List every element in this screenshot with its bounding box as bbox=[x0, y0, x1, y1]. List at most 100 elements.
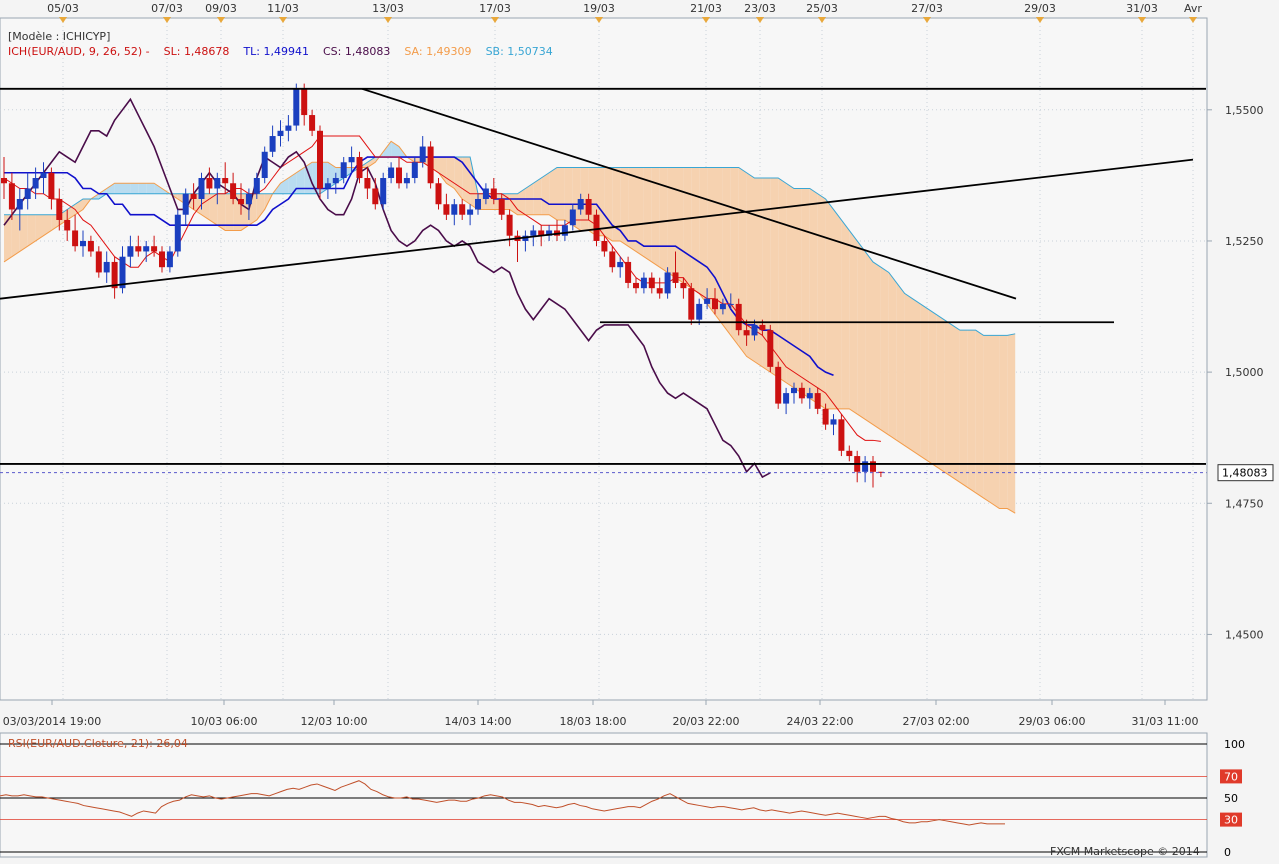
cloud-segment bbox=[225, 193, 234, 231]
candle-body bbox=[767, 330, 774, 367]
candle-body bbox=[814, 393, 821, 409]
candle-body bbox=[206, 178, 213, 189]
candle-body bbox=[585, 198, 592, 215]
cloud-segment bbox=[643, 167, 652, 262]
date-marker-icon bbox=[1189, 17, 1197, 23]
date-marker-icon bbox=[1036, 17, 1044, 23]
tl-value: TL: 1,49941 bbox=[243, 45, 309, 58]
candle-body bbox=[293, 88, 300, 126]
candle-body bbox=[712, 298, 718, 310]
candle-body bbox=[459, 204, 466, 215]
bottom-date-label: 24/03 22:00 bbox=[787, 715, 854, 728]
cloud-segment bbox=[533, 178, 542, 215]
candle-body bbox=[238, 198, 244, 205]
cloud-segment bbox=[794, 188, 802, 394]
cloud-segment bbox=[857, 240, 866, 420]
current-price-flag bbox=[1217, 464, 1274, 482]
cloud-segment bbox=[896, 282, 905, 446]
candle-body bbox=[862, 461, 869, 472]
candle-body bbox=[435, 183, 442, 205]
rsi-level-flag bbox=[1220, 812, 1242, 827]
cloud-segment bbox=[35, 214, 44, 241]
candle-body bbox=[261, 151, 268, 179]
cloud-segment bbox=[722, 167, 731, 336]
candle-body bbox=[870, 461, 876, 472]
bottom-date-label: 27/03 02:00 bbox=[903, 715, 970, 728]
cloud-segment bbox=[549, 167, 557, 220]
price-plot-area bbox=[0, 17, 1208, 701]
date-marker-icon bbox=[279, 17, 287, 23]
candle-body bbox=[775, 366, 782, 404]
cloud-segment bbox=[770, 178, 779, 378]
bottom-date-label: 12/03 10:00 bbox=[301, 715, 368, 728]
candle-body bbox=[151, 246, 158, 252]
candle-body bbox=[190, 193, 197, 199]
cloud-segment bbox=[130, 183, 139, 194]
cloud-segment bbox=[636, 167, 644, 257]
date-marker-icon bbox=[384, 17, 392, 23]
candle-body bbox=[538, 230, 545, 236]
cloud-segment bbox=[557, 167, 565, 220]
cloud-segment bbox=[888, 272, 897, 441]
cloud-segment bbox=[541, 172, 550, 215]
rsi-level-label: 70 bbox=[1224, 770, 1238, 783]
candle-body bbox=[1, 178, 7, 184]
candle-body bbox=[40, 172, 47, 179]
cloud-segment bbox=[920, 303, 929, 462]
ichimoku-legend: ICH(EUR/AUD, 9, 26, 52) - SL: 1,48678 TL… bbox=[8, 45, 553, 58]
candle-body bbox=[751, 324, 758, 336]
candle-body bbox=[95, 251, 102, 273]
rsi-level-label: 30 bbox=[1224, 814, 1238, 827]
top-date-label: 27/03 bbox=[911, 2, 943, 15]
candle-body bbox=[159, 251, 165, 268]
ascending-trendline bbox=[0, 158, 1194, 300]
axes-layer: 05/03 07/03 09/03 11/03 13/03 17/03 19/03 21/03… bbox=[3, 2, 1274, 728]
model-label: [Modèle : ICHICYP] bbox=[8, 30, 111, 43]
candle-body bbox=[348, 157, 355, 163]
date-marker-icon bbox=[595, 17, 603, 23]
cs-value: CS: 1,48083 bbox=[322, 45, 391, 58]
candle-body bbox=[24, 188, 31, 199]
cloud-segment bbox=[975, 330, 984, 499]
rsi-plot-area bbox=[0, 732, 1208, 858]
bottom-date-label: 18/03 18:00 bbox=[560, 715, 627, 728]
candle-body bbox=[135, 246, 142, 252]
cloud-segment bbox=[11, 214, 20, 257]
kijun-line bbox=[4, 156, 834, 377]
candle-body bbox=[127, 246, 134, 257]
candle-body bbox=[490, 188, 497, 199]
cloud-segment bbox=[786, 183, 794, 388]
candle-body bbox=[475, 198, 481, 210]
cloud-segment bbox=[667, 167, 676, 278]
cloud-segment bbox=[209, 193, 218, 226]
cloud-segment bbox=[4, 214, 12, 262]
cloud-segment bbox=[75, 198, 83, 215]
candle-body bbox=[791, 387, 797, 394]
candle-body bbox=[285, 125, 292, 131]
candle-body bbox=[301, 88, 308, 116]
candle-body bbox=[411, 162, 418, 179]
candle-body bbox=[80, 240, 86, 247]
descending-trendline bbox=[361, 87, 1017, 300]
candle-body bbox=[324, 183, 331, 189]
candle-body bbox=[830, 419, 837, 425]
top-date-label: 25/03 bbox=[806, 2, 838, 15]
sa-value: SA: 1,49309 bbox=[404, 45, 472, 58]
date-marker-icon bbox=[756, 17, 764, 23]
candle-body bbox=[719, 303, 726, 310]
trendline-drawings bbox=[0, 87, 1207, 474]
cloud-segment bbox=[27, 214, 36, 247]
candle-body bbox=[103, 261, 110, 273]
chikou-line bbox=[3, 97, 771, 479]
candle-body bbox=[451, 204, 458, 215]
price-tick-label: 1,4500 bbox=[1225, 628, 1264, 641]
candle-body bbox=[467, 209, 474, 215]
top-date-label: 31/03 bbox=[1126, 2, 1158, 15]
cloud-segment bbox=[154, 183, 162, 194]
candle-body bbox=[32, 178, 39, 189]
candle-body bbox=[214, 178, 221, 189]
candle-body bbox=[253, 178, 260, 194]
candle-body bbox=[427, 146, 434, 184]
candle-body bbox=[72, 230, 79, 247]
candle-body bbox=[64, 219, 71, 231]
